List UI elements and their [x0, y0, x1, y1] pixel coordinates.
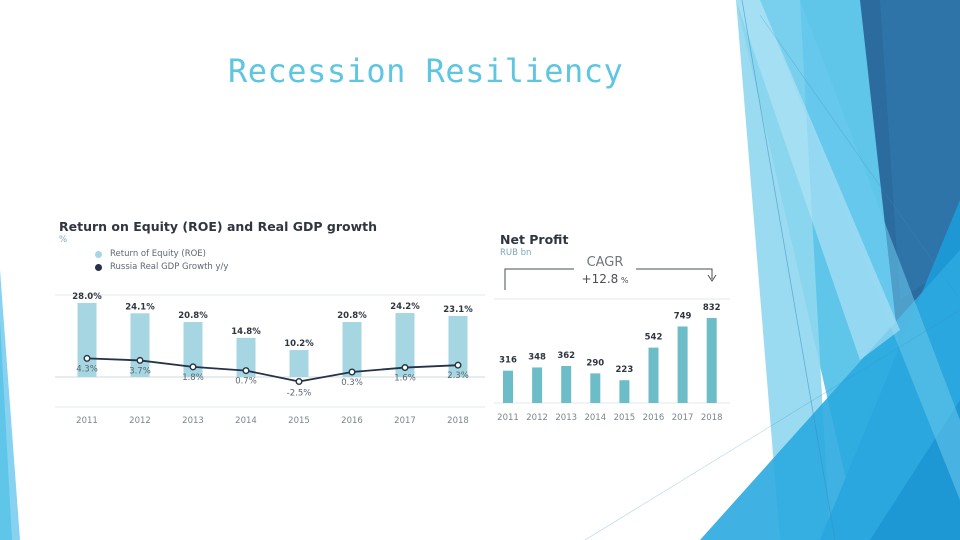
- roe-x-tick-label: 2016: [341, 416, 363, 426]
- cagr-label: CAGR: [587, 255, 624, 270]
- roe-bar: [183, 322, 203, 377]
- roe-bar-label: 23.1%: [443, 305, 473, 315]
- legend-gdp: Russia Real GDP Growth y/y: [95, 262, 228, 272]
- cagr-bracket-left: [504, 268, 574, 290]
- gdp-point: [83, 354, 91, 362]
- roe-bar-label: 20.8%: [178, 311, 208, 321]
- gdp-point: [242, 367, 250, 375]
- gdp-point: [454, 361, 462, 369]
- np-bar-label: 290: [586, 358, 604, 368]
- np-bar-label: 362: [557, 351, 575, 361]
- gdp-point-label: 1.8%: [182, 373, 204, 383]
- cagr-unit: %: [618, 276, 629, 285]
- gdp-point: [348, 368, 356, 376]
- np-bar-label: 348: [528, 352, 546, 362]
- cagr-bracket-right: [636, 268, 713, 279]
- cagr-value: +12.8: [582, 272, 619, 286]
- legend-roe-swatch: [95, 250, 102, 258]
- legend-gdp-swatch: [95, 263, 102, 271]
- np-bar: [619, 380, 630, 403]
- np-bar: [706, 318, 717, 403]
- gdp-point-label: 0.3%: [341, 378, 363, 388]
- gdp-point-label: 3.7%: [129, 366, 151, 376]
- roe-bar-label: 20.8%: [337, 311, 367, 321]
- gdp-point: [189, 363, 197, 371]
- cagr-value-text: +12.8 %: [582, 272, 629, 286]
- cagr-arrow-head: [707, 274, 717, 282]
- np-x-tick-label: 2015: [614, 413, 636, 423]
- np-bar: [677, 326, 688, 403]
- net-profit-unit: RUB bn: [500, 248, 532, 258]
- roe-x-tick-label: 2017: [394, 416, 416, 426]
- np-x-tick-label: 2018: [701, 413, 723, 423]
- roe-bar: [342, 322, 362, 377]
- gdp-point: [401, 364, 409, 372]
- legend-gdp-label: Russia Real GDP Growth y/y: [110, 262, 229, 272]
- roe-bar: [289, 350, 309, 377]
- gdp-point-label: -2.5%: [287, 389, 312, 399]
- np-bar: [532, 367, 543, 403]
- np-x-tick-label: 2011: [497, 413, 519, 423]
- roe-bar: [236, 337, 256, 377]
- roe-bar: [395, 313, 415, 377]
- roe-x-tick-label: 2011: [76, 416, 98, 426]
- roe-chart-title: Return on Equity (ROE) and Real GDP grow…: [59, 219, 378, 234]
- roe-x-tick-label: 2013: [182, 416, 204, 426]
- roe-x-tick-label: 2014: [235, 416, 257, 426]
- roe-bar-label: 24.1%: [125, 302, 155, 312]
- gdp-point-label: 4.3%: [76, 364, 98, 374]
- gdp-point-label: 1.6%: [394, 374, 416, 384]
- roe-x-tick-label: 2015: [288, 416, 310, 426]
- np-x-tick-label: 2016: [643, 413, 665, 423]
- roe-bar: [448, 315, 468, 377]
- np-bar-label: 749: [674, 311, 692, 321]
- roe-chart: 28.0% 2011 24.1% 2012 20.8% 2013 14.8% 2014 10.2…: [55, 292, 485, 426]
- roe-bar-label: 14.8%: [231, 327, 261, 337]
- gdp-point-label: 0.7%: [235, 377, 257, 387]
- np-bar: [590, 373, 601, 403]
- legend-roe: Return of Equity (ROE): [95, 249, 206, 259]
- np-bar: [648, 347, 659, 403]
- np-x-tick-label: 2013: [555, 413, 577, 423]
- np-x-tick-label: 2017: [672, 413, 694, 423]
- gdp-point: [136, 356, 144, 364]
- np-bar-label: 316: [499, 356, 517, 366]
- np-x-tick-label: 2014: [584, 413, 606, 423]
- gdp-point: [295, 377, 303, 385]
- roe-bar-label: 24.2%: [390, 302, 420, 312]
- np-bar-label: 832: [703, 303, 721, 313]
- net-profit-chart: CAGR +12.8 % 316 2011 348 2012 362 2013 290 2014 2…: [494, 255, 730, 423]
- slide-title: Recession Resiliency: [228, 52, 624, 90]
- roe-x-tick-label: 2012: [129, 416, 151, 426]
- roe-chart-unit: %: [59, 235, 68, 245]
- np-bar-label: 542: [645, 333, 663, 343]
- roe-bar-label: 28.0%: [72, 292, 102, 302]
- gdp-point-label: 2.3%: [447, 371, 469, 381]
- net-profit-title: Net Profit: [500, 232, 569, 247]
- np-bar-label: 223: [616, 365, 634, 375]
- np-bar: [561, 366, 572, 403]
- legend-roe-label: Return of Equity (ROE): [110, 249, 206, 259]
- roe-x-tick-label: 2018: [447, 416, 469, 426]
- gdp-line: [86, 357, 459, 383]
- np-bar: [503, 370, 513, 403]
- roe-bar-label: 10.2%: [284, 339, 314, 349]
- np-x-tick-label: 2012: [526, 413, 548, 423]
